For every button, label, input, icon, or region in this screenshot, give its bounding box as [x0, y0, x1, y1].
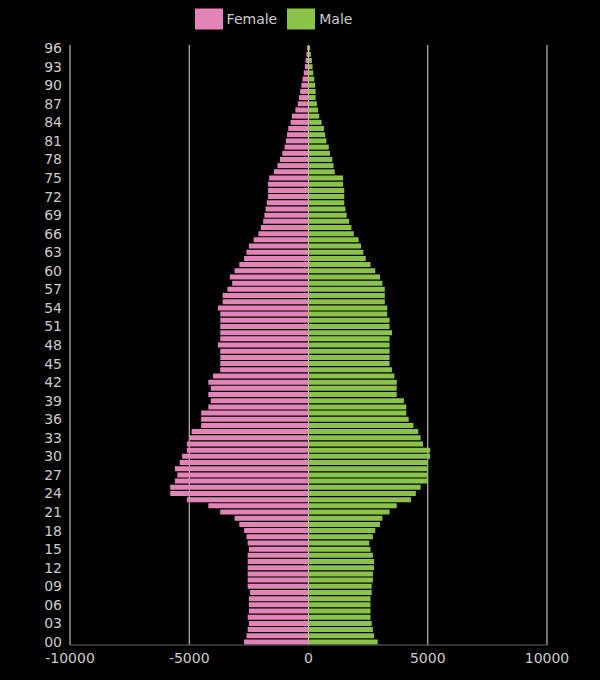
svg-text:06: 06: [44, 597, 62, 613]
svg-text:36: 36: [44, 411, 62, 427]
svg-text:15: 15: [44, 541, 62, 557]
svg-text:00: 00: [44, 634, 62, 650]
svg-text:69: 69: [44, 207, 62, 223]
svg-text:57: 57: [44, 281, 62, 297]
svg-text:18: 18: [44, 523, 62, 539]
svg-text:-10000: -10000: [45, 650, 95, 666]
svg-text:21: 21: [44, 504, 62, 520]
svg-text:33: 33: [44, 430, 62, 446]
svg-text:09: 09: [44, 578, 62, 594]
svg-text:87: 87: [44, 96, 62, 112]
svg-text:39: 39: [44, 393, 62, 409]
svg-text:51: 51: [44, 318, 62, 334]
svg-text:03: 03: [44, 615, 62, 631]
svg-text:5000: 5000: [410, 650, 446, 666]
svg-text:63: 63: [44, 244, 62, 260]
svg-text:72: 72: [44, 189, 62, 205]
svg-text:84: 84: [44, 114, 62, 130]
svg-text:66: 66: [44, 226, 62, 242]
html-text:Male: Male: [319, 10, 353, 27]
svg-text:96: 96: [44, 40, 62, 56]
svg-text:-5000: -5000: [169, 650, 210, 666]
svg-text:27: 27: [44, 467, 62, 483]
svg-text:60: 60: [44, 263, 62, 279]
svg-text:0: 0: [304, 650, 313, 666]
svg-text:24: 24: [44, 485, 62, 501]
svg-text:90: 90: [44, 77, 62, 93]
svg-text:81: 81: [44, 133, 62, 149]
svg-text:30: 30: [44, 448, 62, 464]
svg-text:93: 93: [44, 59, 62, 75]
svg-text:42: 42: [44, 374, 62, 390]
svg-text:48: 48: [44, 337, 62, 353]
html-text:Female: Female: [226, 10, 278, 27]
svg-text:78: 78: [44, 151, 62, 167]
svg-text:54: 54: [44, 300, 62, 316]
svg-text:75: 75: [44, 170, 62, 186]
svg-text:45: 45: [44, 356, 62, 372]
svg-text:12: 12: [44, 560, 62, 576]
svg-text:10000: 10000: [525, 650, 570, 666]
